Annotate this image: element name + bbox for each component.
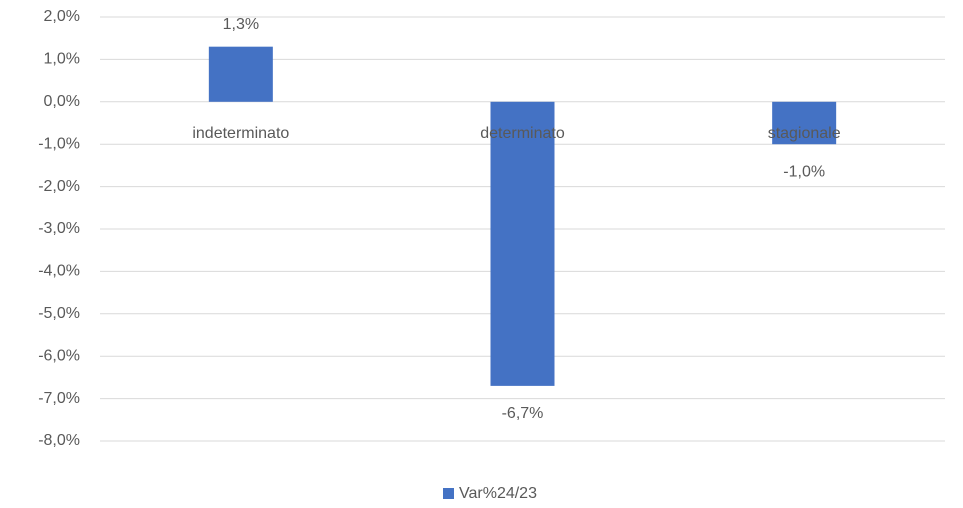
bar	[208, 46, 273, 102]
data-label: -1,0%	[783, 163, 825, 180]
y-tick-label: -6,0%	[38, 347, 80, 364]
y-tick-label: -7,0%	[38, 390, 80, 407]
y-tick-label: 1,0%	[44, 51, 80, 68]
y-tick-label: -8,0%	[38, 432, 80, 449]
y-tick-label: -2,0%	[38, 178, 80, 195]
y-tick-label: -4,0%	[38, 263, 80, 280]
bar	[772, 101, 837, 145]
x-tick-label: determinato	[480, 125, 565, 142]
legend-swatch	[443, 488, 454, 499]
y-tick-label: -5,0%	[38, 305, 80, 322]
y-tick-label: -1,0%	[38, 135, 80, 152]
data-label: -6,7%	[502, 405, 544, 422]
y-tick-label: 2,0%	[44, 8, 80, 25]
data-label: 1,3%	[223, 16, 259, 33]
y-tick-label: -3,0%	[38, 220, 80, 237]
x-tick-label: indeterminato	[192, 125, 289, 142]
bar	[490, 101, 555, 386]
y-tick-label: 0,0%	[44, 93, 80, 110]
x-tick-label: stagionale	[768, 125, 841, 142]
legend-label: Var%24/23	[459, 485, 537, 502]
